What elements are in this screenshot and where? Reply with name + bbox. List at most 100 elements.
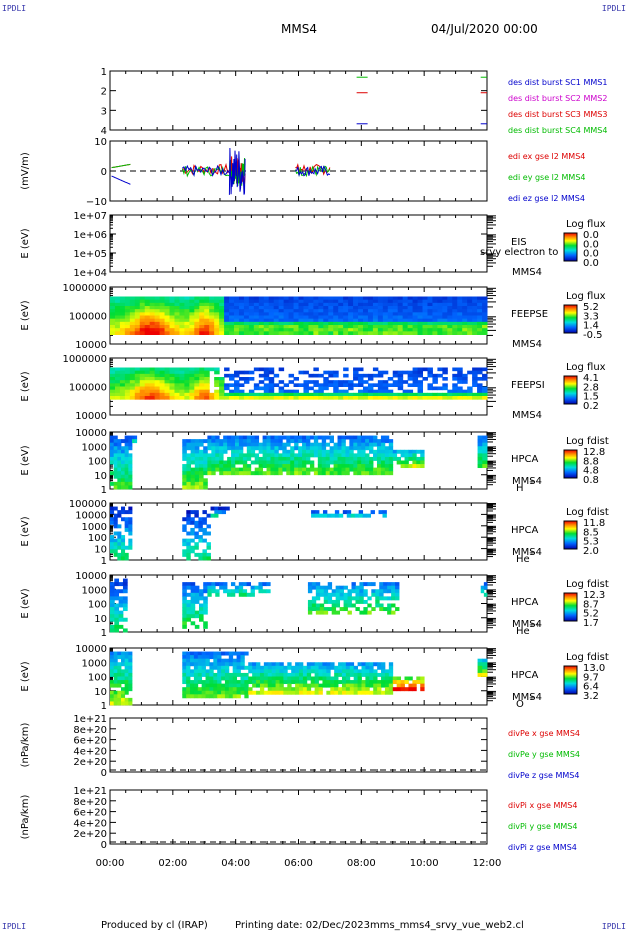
spectrogram-cell (213, 658, 218, 663)
spectrogram-cell (397, 306, 404, 310)
spectrogram-cell (333, 325, 339, 329)
spectrogram-cell (369, 665, 374, 670)
spectrogram-cell (397, 318, 404, 323)
spectrogram-cell (252, 690, 257, 695)
spectrogram-cell (349, 669, 355, 674)
instrument-label: EIS (511, 237, 527, 248)
spectrogram-cell (427, 318, 433, 323)
spectrogram-cell (246, 446, 252, 451)
spectrogram-cell (189, 386, 195, 391)
spectrogram-cell (373, 471, 378, 476)
spectrogram-cell (333, 460, 338, 465)
spectrogram-cell (427, 370, 433, 375)
spectrogram-cell (262, 471, 267, 476)
spectrogram-cell (384, 672, 390, 677)
spectrogram-cell (361, 435, 366, 440)
spectrogram-cell (154, 315, 161, 320)
spectrogram-cell (224, 331, 230, 335)
spectrogram-cell (457, 380, 463, 384)
spectrogram-cell (128, 517, 133, 522)
spectrogram-cell (174, 302, 180, 307)
spectrogram-cell (253, 367, 260, 372)
spectrogram-cell (402, 306, 409, 310)
spectrogram-cell (462, 389, 468, 394)
spectrogram-cell (327, 585, 333, 590)
spectrogram-cell (182, 481, 187, 486)
spacecraft-label: MMS4 (512, 619, 542, 630)
spectrogram-cell (184, 370, 190, 375)
spectrogram-cell (203, 478, 208, 483)
spectrogram-cell (221, 510, 227, 515)
spectrogram-cell (258, 318, 265, 323)
spectrogram-cell (207, 464, 212, 469)
spectrogram-cell (467, 318, 473, 323)
spectrogram-cell (215, 442, 220, 447)
instrument-label: HPCA (511, 670, 539, 681)
spectrogram-cell (224, 373, 230, 378)
spectrogram-cell (341, 665, 347, 670)
spectrogram-cell (124, 527, 129, 532)
spectrogram-cell (122, 607, 128, 612)
spectrogram-cell (134, 386, 141, 391)
spectrogram-cell (313, 312, 319, 316)
spectrogram-cell (169, 309, 175, 313)
spectrogram-cell (144, 377, 151, 381)
spectrogram-cell (447, 321, 453, 326)
spectrogram-cell (351, 596, 356, 601)
spectrogram-cell (427, 396, 433, 400)
spectrogram-cell (311, 510, 316, 515)
spectrogram-cell (134, 377, 141, 381)
spectrogram-cell (349, 456, 354, 461)
spectrogram-cell (303, 328, 309, 332)
spectrogram-cell (286, 471, 291, 476)
spectrogram-cell (447, 306, 453, 310)
spectrogram-cell (184, 318, 190, 323)
spectrogram-cell (190, 471, 196, 476)
spectrogram-cell (194, 513, 199, 518)
spectrogram-cell (367, 396, 374, 400)
spectrogram-cell (361, 471, 366, 476)
spectrogram-cell (388, 662, 394, 667)
spectrogram-cell (372, 392, 379, 397)
spectrogram-cell (203, 582, 208, 587)
spectrogram-cell (417, 325, 424, 329)
spectrogram-cell (258, 315, 265, 320)
spectrogram-cell (299, 669, 304, 674)
spectrogram-cell (154, 312, 161, 316)
spectrogram-cell (248, 377, 255, 381)
spectrogram-cell (412, 396, 419, 400)
spectrogram-cell (345, 669, 351, 674)
spectrogram-cell (271, 665, 276, 670)
spectrogram-cell (283, 299, 290, 304)
spectrogram-cell (190, 549, 195, 554)
spectrogram-cell (275, 672, 280, 677)
spectrogram-cell (144, 328, 151, 332)
spectrogram-cell (357, 460, 362, 465)
spectrogram-cell (182, 524, 187, 529)
spectrogram-cell (189, 389, 195, 394)
spectrogram-cell (417, 396, 424, 400)
spectrogram-cell (219, 453, 224, 458)
spectrogram-cell (382, 389, 389, 394)
spectrogram-cell (432, 309, 438, 313)
spectrogram-cell (118, 610, 124, 615)
spectrogram-cell (373, 690, 378, 695)
spectrogram-cell (420, 464, 425, 469)
spectrogram-cell (391, 603, 396, 608)
spectrogram-cell (110, 481, 115, 486)
spectrogram-cell (227, 456, 232, 461)
y-tick-label: 100 (88, 457, 107, 468)
spectrogram-cell (467, 315, 473, 320)
spectrogram-cell (263, 386, 270, 391)
spectrogram-cell (263, 328, 270, 332)
spectrogram-cell (242, 442, 248, 447)
spectrogram-cell (179, 315, 185, 320)
spectrogram-cell (217, 694, 222, 699)
spectrogram-cell (199, 464, 204, 469)
spectrogram-cell (182, 456, 187, 461)
y-tick-label: 1 (101, 701, 107, 712)
spectrogram-cell (124, 651, 129, 656)
spectrogram-cell (388, 471, 394, 476)
instrument-label: FEEPSI (511, 380, 545, 391)
spectrogram-cell (270, 439, 275, 444)
